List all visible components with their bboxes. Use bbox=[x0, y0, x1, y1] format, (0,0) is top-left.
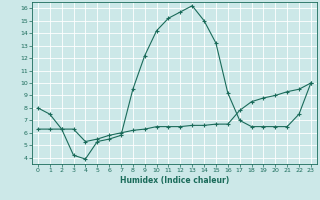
X-axis label: Humidex (Indice chaleur): Humidex (Indice chaleur) bbox=[120, 176, 229, 185]
